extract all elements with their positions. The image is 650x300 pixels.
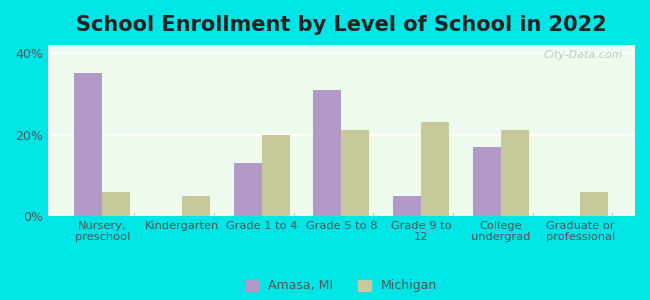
Bar xyxy=(262,134,289,216)
Bar xyxy=(234,163,262,216)
Bar xyxy=(313,90,341,216)
Bar xyxy=(341,130,369,216)
Bar xyxy=(75,74,102,216)
Bar xyxy=(473,147,501,216)
Text: City-Data.com: City-Data.com xyxy=(544,50,623,60)
Bar xyxy=(102,192,130,216)
Bar xyxy=(500,130,528,216)
Bar xyxy=(421,122,449,216)
Bar xyxy=(393,196,421,216)
Legend: Amasa, MI, Michigan: Amasa, MI, Michigan xyxy=(239,273,443,299)
Bar xyxy=(580,192,608,216)
Title: School Enrollment by Level of School in 2022: School Enrollment by Level of School in … xyxy=(76,15,606,35)
Bar xyxy=(182,196,210,216)
